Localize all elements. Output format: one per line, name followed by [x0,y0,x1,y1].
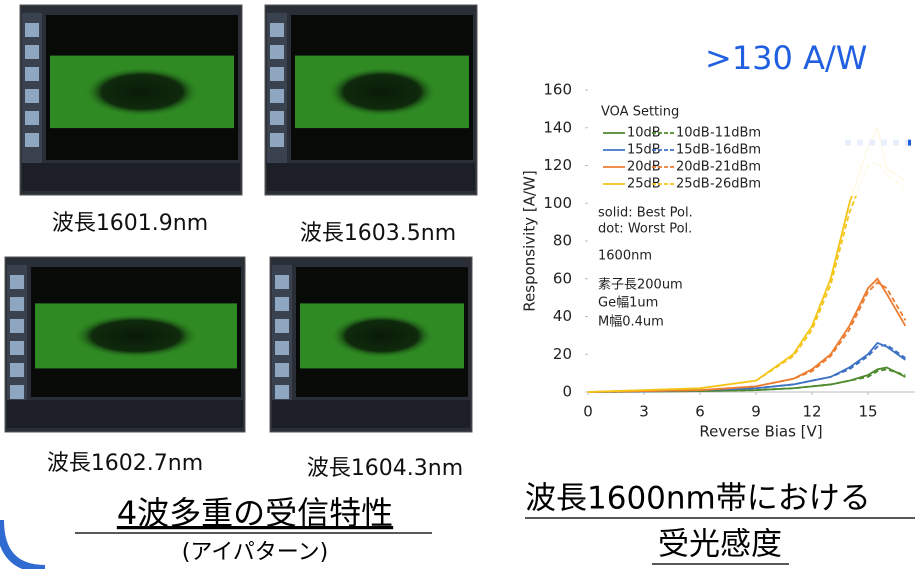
series-line [588,345,905,392]
sidebar-icon [10,363,24,377]
y-tick-label: 120 [543,156,572,174]
x-tick-label: 12 [802,403,821,421]
left-title: 4波多重の受信特性 [117,494,393,532]
slide: 波長1601.9nm 波長1603.5nm 波長1602.7nm 波長1604.… [0,0,915,569]
y-tick-label: 60 [553,269,572,287]
sidebar-icon [25,23,39,37]
sidebar-icon [275,319,289,333]
sidebar-icon [25,89,39,103]
eye-caption: 波長1603.5nm [300,221,456,246]
sidebar-icon [270,89,284,103]
x-axis-label: Reverse Bias [V] [699,423,822,441]
threshold-label: >130 A/W [705,39,867,77]
sidebar-icon [10,385,24,399]
y-tick-label: 140 [543,118,572,136]
annotation: 素子長200um [598,278,683,293]
annotation: Ge幅1um [598,296,658,311]
legend-label: 10dB [676,126,710,141]
legend-power: -26dBm [710,177,761,192]
annotation: solid: Best Pol. [598,206,693,221]
legend-label: 20dB [676,160,710,175]
sidebar-icon [270,133,284,147]
y-tick-label: 160 [543,81,572,99]
sidebar-icon [275,385,289,399]
right-title: 受光感度 [658,527,782,563]
status-bar [267,163,475,191]
eye-opening [84,67,199,116]
status-bar [7,400,243,428]
y-tick-label: 20 [553,345,572,363]
y-tick-label: 40 [553,307,572,325]
sidebar-icon [10,341,24,355]
sidebar-icon [10,297,24,311]
annotation: 1600nm [598,249,652,264]
chart: 0 20 40 60 80 100 120 140 160 0 3 6 9 12 15 Reverse Bia… [521,39,915,441]
annotation: dot: Worst Pol. [598,222,692,237]
annotation: M幅0.4um [598,315,664,330]
sidebar-icon [270,45,284,59]
y-tick-label: 0 [562,383,572,401]
sidebar-icon [275,297,289,311]
legend-power: -21dBm [710,160,761,175]
sidebar-icon [25,133,39,147]
sidebar-icon [25,45,39,59]
y-tick-label: 100 [543,194,572,212]
sidebar-icon [270,111,284,125]
y-axis-label: Responsivity [A/W] [521,170,539,311]
series-line [588,343,905,392]
x-tick-label: 6 [695,403,705,421]
eye-caption: 波長1604.3nm [307,456,463,481]
sidebar-icon [25,111,39,125]
legend-label: 25dB [676,177,710,192]
sidebar-icon [10,275,24,289]
x-tick-label: 0 [583,403,593,421]
eye-opening [73,314,199,358]
sidebar-icon [275,363,289,377]
x-tick-label: 15 [859,403,878,421]
left-subtitle: (アイパターン) [182,540,329,565]
eye-caption: 波長1601.9nm [52,211,208,236]
sidebar-icon [275,341,289,355]
legend-power: -16dBm [710,143,761,158]
y-tick-label: 80 [553,232,572,250]
legend-label: 15dB [676,143,710,158]
sidebar-icon [10,319,24,333]
sidebar-icon [270,23,284,37]
x-tick-label: 3 [639,403,649,421]
eye-caption: 波長1602.7nm [47,451,203,476]
eye-opening [330,314,433,358]
legend-power: -11dBm [710,126,761,141]
corner-decoration [0,520,45,569]
sidebar-icon [270,67,284,81]
legend-title: VOA Setting [601,105,679,120]
x-tick-label: 9 [751,403,761,421]
right-title: 波長1600nm帯における [525,481,871,517]
eye-opening [327,67,436,116]
sidebar-icon [275,275,289,289]
sidebar-icon [25,67,39,81]
status-bar [272,400,470,428]
status-bar [22,163,240,191]
